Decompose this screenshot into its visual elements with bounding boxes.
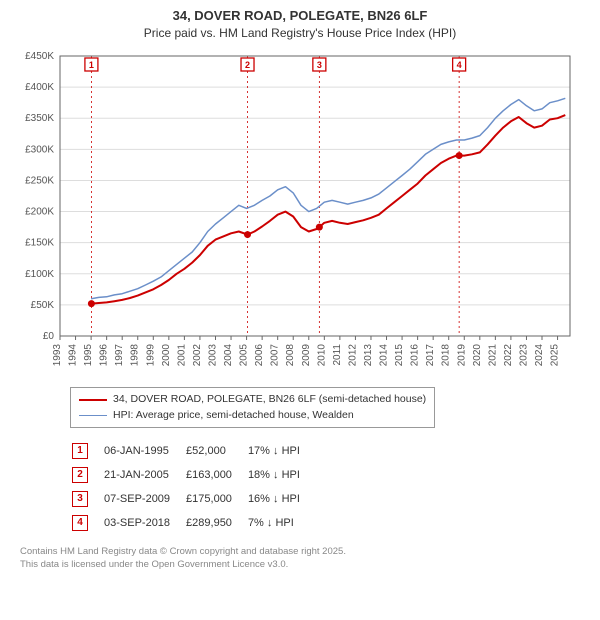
chart-subtitle: Price paid vs. HM Land Registry's House … bbox=[10, 26, 590, 40]
sale-hpi-diff: 18% ↓ HPI bbox=[248, 464, 314, 486]
svg-text:2011: 2011 bbox=[332, 343, 343, 365]
chart-container: 34, DOVER ROAD, POLEGATE, BN26 6LF Price… bbox=[0, 0, 600, 581]
svg-text:1999: 1999 bbox=[145, 343, 156, 366]
svg-text:2005: 2005 bbox=[239, 343, 250, 366]
svg-text:1998: 1998 bbox=[130, 343, 141, 366]
svg-text:2006: 2006 bbox=[254, 343, 265, 366]
marker-number-box: 3 bbox=[72, 491, 88, 507]
legend-box: 34, DOVER ROAD, POLEGATE, BN26 6LF (semi… bbox=[70, 387, 435, 429]
legend-item: 34, DOVER ROAD, POLEGATE, BN26 6LF (semi… bbox=[79, 392, 426, 408]
svg-text:2020: 2020 bbox=[472, 343, 483, 366]
sale-date: 06-JAN-1995 bbox=[104, 440, 184, 462]
svg-text:1996: 1996 bbox=[99, 343, 110, 366]
svg-text:2000: 2000 bbox=[161, 343, 172, 366]
svg-text:£250K: £250K bbox=[25, 175, 54, 186]
marker-number-box: 2 bbox=[72, 467, 88, 483]
svg-text:2002: 2002 bbox=[192, 343, 203, 366]
svg-text:1997: 1997 bbox=[114, 343, 125, 366]
sale-hpi-diff: 7% ↓ HPI bbox=[248, 512, 314, 534]
footer-attribution: Contains HM Land Registry data © Crown c… bbox=[20, 546, 590, 571]
svg-text:£0: £0 bbox=[43, 331, 55, 342]
legend-item: HPI: Average price, semi-detached house,… bbox=[79, 408, 426, 424]
svg-text:£50K: £50K bbox=[31, 300, 55, 311]
svg-text:2003: 2003 bbox=[207, 343, 218, 366]
sales-table-row: 2 21-JAN-2005£163,00018% ↓ HPI bbox=[72, 464, 314, 486]
legend-label: 34, DOVER ROAD, POLEGATE, BN26 6LF (semi… bbox=[113, 392, 426, 408]
svg-text:2021: 2021 bbox=[487, 343, 498, 366]
svg-text:£200K: £200K bbox=[25, 206, 54, 217]
sale-price: £289,950 bbox=[186, 512, 246, 534]
sale-hpi-diff: 17% ↓ HPI bbox=[248, 440, 314, 462]
svg-text:2001: 2001 bbox=[176, 343, 187, 366]
sales-table: 1 06-JAN-1995£52,00017% ↓ HPI 2 21-JAN-2005… bbox=[70, 438, 316, 536]
svg-text:1995: 1995 bbox=[83, 343, 94, 366]
svg-text:2013: 2013 bbox=[363, 343, 374, 366]
sale-price: £52,000 bbox=[186, 440, 246, 462]
svg-text:2022: 2022 bbox=[503, 343, 514, 366]
svg-text:£300K: £300K bbox=[25, 144, 54, 155]
footer-line-1: Contains HM Land Registry data © Crown c… bbox=[20, 546, 590, 558]
svg-text:4: 4 bbox=[457, 60, 462, 70]
legend-swatch bbox=[79, 399, 107, 401]
sales-table-row: 1 06-JAN-1995£52,00017% ↓ HPI bbox=[72, 440, 314, 462]
svg-text:2017: 2017 bbox=[425, 343, 436, 366]
svg-text:1: 1 bbox=[89, 60, 94, 70]
legend-swatch bbox=[79, 415, 107, 416]
sale-price: £163,000 bbox=[186, 464, 246, 486]
sale-price: £175,000 bbox=[186, 488, 246, 510]
svg-text:2008: 2008 bbox=[285, 343, 296, 366]
footer-line-2: This data is licensed under the Open Gov… bbox=[20, 559, 590, 571]
svg-text:2004: 2004 bbox=[223, 343, 234, 366]
legend-label: HPI: Average price, semi-detached house,… bbox=[113, 408, 354, 424]
svg-text:2: 2 bbox=[245, 60, 250, 70]
svg-text:£450K: £450K bbox=[25, 51, 54, 62]
svg-text:2014: 2014 bbox=[379, 343, 390, 366]
marker-number-box: 1 bbox=[72, 443, 88, 459]
svg-text:2019: 2019 bbox=[456, 343, 467, 366]
svg-text:2015: 2015 bbox=[394, 343, 405, 366]
svg-text:£400K: £400K bbox=[25, 82, 54, 93]
svg-text:2016: 2016 bbox=[410, 343, 421, 366]
svg-text:3: 3 bbox=[317, 60, 322, 70]
svg-text:£150K: £150K bbox=[25, 238, 54, 249]
svg-text:£100K: £100K bbox=[25, 269, 54, 280]
svg-text:2012: 2012 bbox=[347, 343, 358, 366]
svg-text:2007: 2007 bbox=[270, 343, 281, 366]
svg-text:2009: 2009 bbox=[301, 343, 312, 366]
sale-date: 21-JAN-2005 bbox=[104, 464, 184, 486]
chart-area: £0 £50K £100K £150K £200K £250K £300K £350K £400… bbox=[10, 46, 590, 381]
marker-number-box: 4 bbox=[72, 515, 88, 531]
svg-text:2023: 2023 bbox=[518, 343, 529, 366]
svg-text:1993: 1993 bbox=[52, 343, 63, 366]
svg-text:1994: 1994 bbox=[68, 343, 79, 366]
svg-text:2025: 2025 bbox=[550, 343, 561, 366]
sales-table-row: 4 03-SEP-2018£289,9507% ↓ HPI bbox=[72, 512, 314, 534]
sale-hpi-diff: 16% ↓ HPI bbox=[248, 488, 314, 510]
chart-title: 34, DOVER ROAD, POLEGATE, BN26 6LF bbox=[10, 8, 590, 25]
sales-table-row: 3 07-SEP-2009£175,00016% ↓ HPI bbox=[72, 488, 314, 510]
sale-date: 03-SEP-2018 bbox=[104, 512, 184, 534]
svg-text:2018: 2018 bbox=[441, 343, 452, 366]
svg-text:2024: 2024 bbox=[534, 343, 545, 366]
line-chart-svg: £0 £50K £100K £150K £200K £250K £300K £350K £400… bbox=[10, 46, 580, 376]
svg-text:£350K: £350K bbox=[25, 113, 54, 124]
svg-text:2010: 2010 bbox=[316, 343, 327, 366]
sale-date: 07-SEP-2009 bbox=[104, 488, 184, 510]
